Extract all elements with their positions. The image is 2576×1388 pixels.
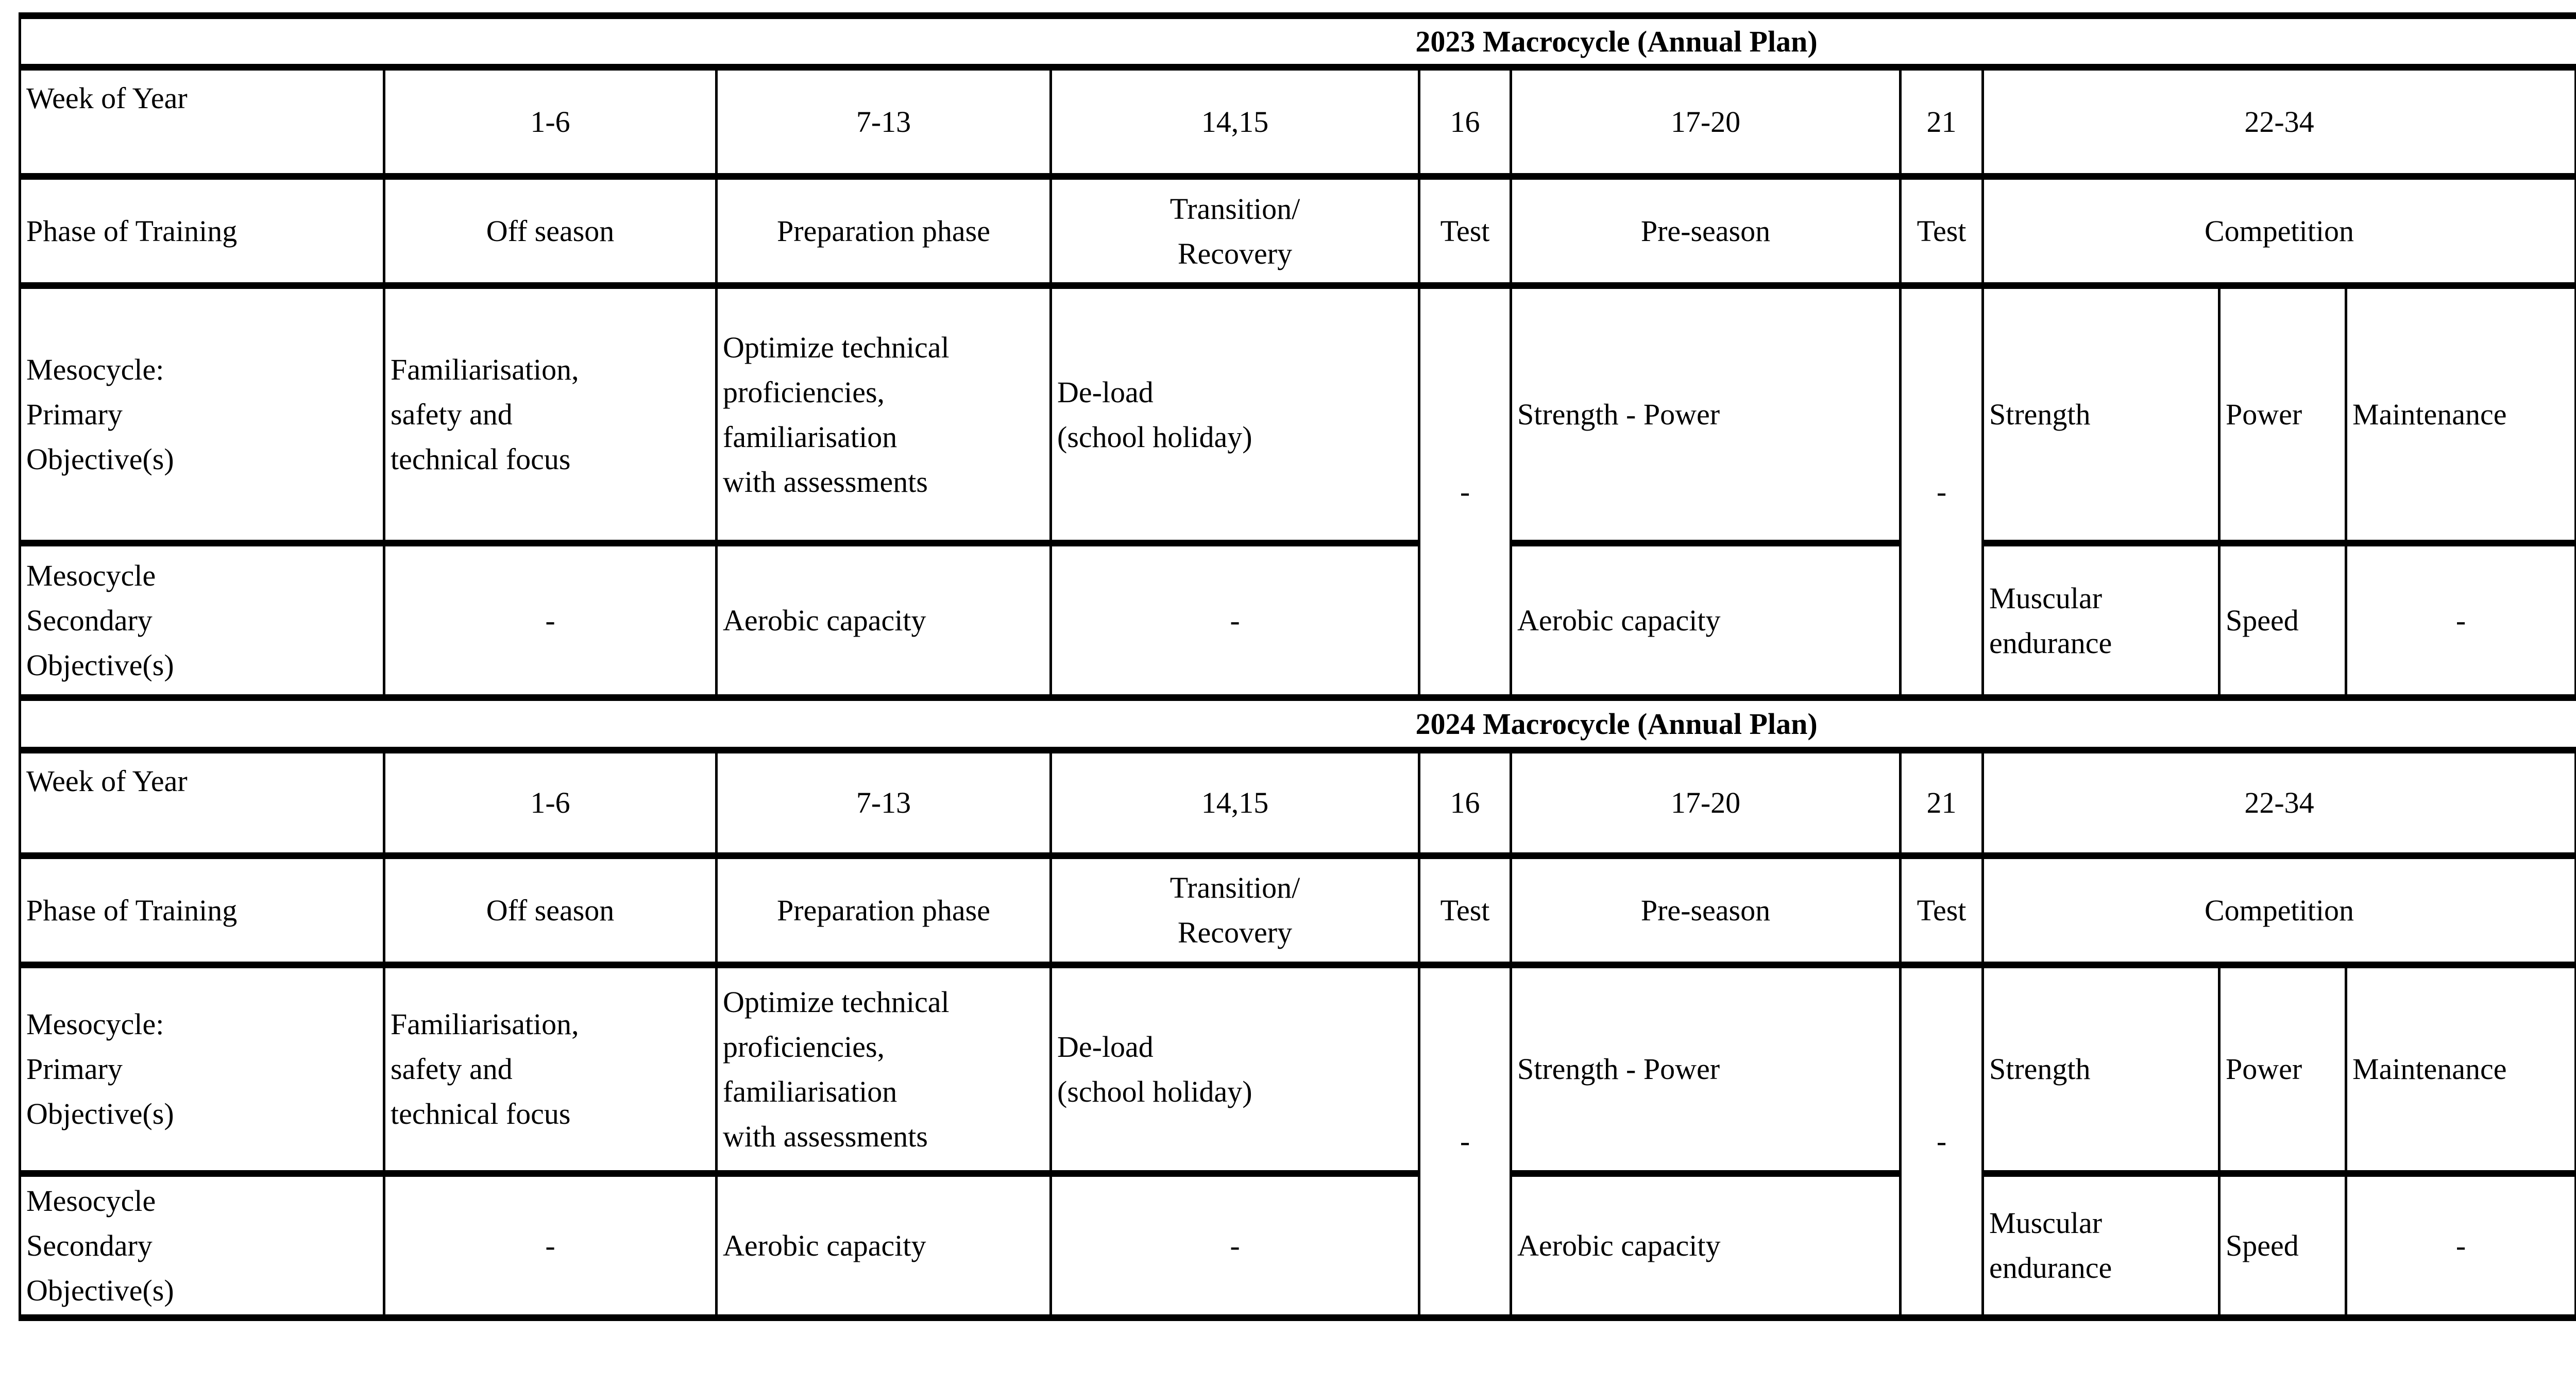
secondary-objective-cell: - [2345,540,2576,701]
secondary-objective-cell: - [383,1170,718,1321]
secondary-objective-cell: - [1049,1170,1420,1321]
secondary-objective-cell: Muscular endurance [1981,1170,2221,1321]
phase-cell: Competition [1981,173,2576,289]
secondary-objective-cell: - [2345,1170,2576,1321]
objective-dash-cell: - [1899,282,1984,701]
phase-cell: Transition/ Recovery [1049,173,1420,289]
phase-cell: Pre-season [1510,173,1902,289]
table-title-2023: 2023 Macrocycle (Annual Plan) [18,12,2576,71]
primary-objective-cell: Optimize technical proficiencies, famili… [715,282,1052,546]
primary-objective-cell: De-load (school holiday) [1049,961,1420,1177]
row-header-secondary-objectives: Mesocycle Secondary Objective(s) [19,540,385,701]
primary-objective-cell: Maintenance [2345,961,2576,1177]
secondary-objective-cell: Speed [2218,1170,2347,1321]
secondary-objective-cell: Speed [2218,540,2347,701]
week-cell: 7-13 [715,64,1052,180]
phase-cell: Preparation phase [715,852,1052,968]
primary-objective-cell: De-load (school holiday) [1049,282,1420,546]
phase-cell: Off season [383,852,718,968]
primary-objective-cell: Strength [1981,961,2221,1177]
phase-cell: Competition [1981,852,2576,968]
row-header-week-of-year: Week of Year [19,746,385,859]
primary-objective-cell: Power [2218,282,2347,546]
phase-cell: Pre-season [1510,852,1902,968]
week-cell: 7-13 [715,746,1052,859]
week-cell: 14,15 [1049,746,1420,859]
secondary-objective-cell: Aerobic capacity [1510,540,1902,701]
primary-objective-cell: Strength [1981,282,2221,546]
week-cell: 21 [1899,746,1984,859]
phase-cell: Test [1418,173,1512,289]
week-cell: 16 [1418,746,1512,859]
week-cell: 17-20 [1510,746,1902,859]
phase-cell: Test [1418,852,1512,968]
phase-cell: Test [1899,173,1984,289]
secondary-objective-cell: Muscular endurance [1981,540,2221,701]
week-cell: 1-6 [383,746,718,859]
table-title-2024: 2024 Macrocycle (Annual Plan) [18,701,2576,753]
objective-dash-cell: - [1418,282,1512,701]
row-header-secondary-objectives: Mesocycle Secondary Objective(s) [19,1170,385,1321]
primary-objective-cell: Optimize technical proficiencies, famili… [715,961,1052,1177]
week-cell: 21 [1899,64,1984,180]
macrocycle-table-2024: 2024 Macrocycle (Annual Plan) Week of Ye… [18,701,2576,1321]
secondary-objective-cell: Aerobic capacity [1510,1170,1902,1321]
primary-objective-cell: Maintenance [2345,282,2576,546]
row-header-phase-of-training: Phase of Training [19,173,385,289]
secondary-objective-cell: Aerobic capacity [715,540,1052,701]
phase-cell: Test [1899,852,1984,968]
phase-cell: Transition/ Recovery [1049,852,1420,968]
row-header-primary-objectives: Mesocycle: Primary Objective(s) [19,961,385,1177]
phase-cell: Off season [383,173,718,289]
phase-cell: Preparation phase [715,173,1052,289]
primary-objective-cell: Strength - Power [1510,282,1902,546]
week-cell: 1-6 [383,64,718,180]
week-cell: 22-34 [1981,64,2576,180]
secondary-objective-cell: Aerobic capacity [715,1170,1052,1321]
primary-objective-cell: Familiarisation, safety and technical fo… [383,282,718,546]
objective-dash-cell: - [1418,961,1512,1321]
week-cell: 14,15 [1049,64,1420,180]
week-cell: 16 [1418,64,1512,180]
objective-dash-cell: - [1899,961,1984,1321]
week-cell: 17-20 [1510,64,1902,180]
row-header-phase-of-training: Phase of Training [19,852,385,968]
primary-objective-cell: Familiarisation, safety and technical fo… [383,961,718,1177]
row-header-week-of-year: Week of Year [19,64,385,180]
secondary-objective-cell: - [383,540,718,701]
macrocycle-table-2023: 2023 Macrocycle (Annual Plan) Week of Ye… [18,12,2576,701]
primary-objective-cell: Power [2218,961,2347,1177]
secondary-objective-cell: - [1049,540,1420,701]
row-header-primary-objectives: Mesocycle: Primary Objective(s) [19,282,385,546]
periodization-tables: 2023 Macrocycle (Annual Plan) Week of Ye… [18,12,2576,1321]
week-cell: 22-34 [1981,746,2576,859]
primary-objective-cell: Strength - Power [1510,961,1902,1177]
